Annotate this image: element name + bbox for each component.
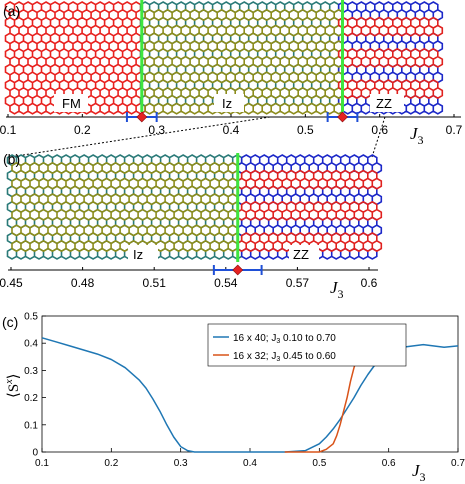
panel-b-lattice-bonds-0 <box>6 154 243 260</box>
panel-a-tick-label-0: 0.1 <box>0 123 17 137</box>
panel-b-tick-label-2: 0.51 <box>143 276 167 290</box>
panel-b-axis-label-sub: 3 <box>338 287 344 301</box>
panel-b-zz-label-bg <box>289 245 319 263</box>
chart-ylabel: ⟨Sx⟩ <box>4 373 22 398</box>
panel-b-lattice <box>6 154 383 260</box>
chart-ylabel-main: ⟨S <box>6 384 22 398</box>
chart-xtick-label-3: 0.4 <box>243 458 257 469</box>
legend-label-series-1-rest: 0.10 to 0.70 <box>280 333 336 344</box>
panel-a-iz-label: Iz <box>222 96 232 111</box>
chart-ytick-label-0: 0 <box>32 448 38 459</box>
panel-a-tick-label-4: 0.5 <box>297 123 314 137</box>
panel-b-tick-label-0: 0.45 <box>0 276 23 290</box>
panel-a-lattice-bonds-3 <box>144 8 344 115</box>
chart-ylabel-end: ⟩ <box>6 373 22 379</box>
panel-a-label: (a) <box>3 3 20 19</box>
legend-label-series-1-main: 16 x 40; J <box>233 333 276 344</box>
panel-a-tick-label-2: 0.3 <box>148 123 165 137</box>
legend-label-series-2-sub: 3 <box>276 356 280 363</box>
legend-label-series-2-rest: 0.45 to 0.60 <box>280 351 336 362</box>
panel-a-tick-label-1: 0.2 <box>74 123 91 137</box>
panel-b-label: (b) <box>3 151 20 167</box>
panel-b-axis-label-main: J <box>330 278 339 297</box>
chart-xtick-label-0: 0.1 <box>35 458 49 469</box>
legend-label-series-2-main: 16 x 32; J <box>233 351 276 362</box>
panel-b-axis-label: J3 <box>330 278 344 301</box>
chart-xtick-label-6: 0.7 <box>451 458 465 469</box>
chart-xtick-label-4: 0.5 <box>312 458 326 469</box>
panel-b: (b) Iz ZZ 0.45 0.48 0.51 0.54 0.57 0.6 J3 <box>0 151 383 301</box>
panel-a-tick-label-6: 0.7 <box>446 123 463 137</box>
panel-a-tick-label-3: 0.4 <box>223 123 240 137</box>
chart-ytick-label-2: 0.2 <box>24 393 38 404</box>
chart-xlabel-main: J <box>412 461 421 480</box>
panel-b-iz-label-bg <box>128 245 158 263</box>
panel-a-zz-label-bg <box>370 94 404 112</box>
panel-a-transition-marker-0 <box>136 111 148 123</box>
chart-xtick-label-5: 0.6 <box>382 458 396 469</box>
panel-a: (a) FM Iz ZZ 0.1 0.2 0.3 0.4 0.5 0.6 0.7 J3 <box>0 0 463 147</box>
panel-a-axis-label: J3 <box>410 124 424 147</box>
chart-ytick-label-4: 0.4 <box>24 339 38 350</box>
chart-xtick-label-1: 0.2 <box>104 458 118 469</box>
panel-b-tick-label-5: 0.6 <box>361 276 378 290</box>
panel-b-iz-label: Iz <box>133 247 143 262</box>
panel-a-ticks: 0.1 0.2 0.3 0.4 0.5 0.6 0.7 <box>0 114 463 137</box>
panel-b-transition-marks <box>212 264 263 276</box>
chart-ytick-label-5: 0.5 <box>24 312 38 323</box>
panel-a-iz-label-bg <box>214 94 244 112</box>
chart-ticks: 0.1 0.2 0.3 0.4 0.5 0.6 0.700.10.20.30.40.5 <box>24 312 465 470</box>
panel-b-tick-label-1: 0.48 <box>71 276 95 290</box>
chart-xlabel: J3 <box>412 461 426 484</box>
panel-a-zz-label: ZZ <box>376 96 392 111</box>
panel-a-tick-label-5: 0.6 <box>371 123 388 137</box>
chart-xtick-label-2: 0.3 <box>174 458 188 469</box>
panel-a-transition-marker-1 <box>337 111 348 123</box>
panel-b-tick-label-4: 0.57 <box>286 276 310 290</box>
panel-a-lattice-bonds-1 <box>139 1 340 107</box>
panel-a-axis-label-sub: 3 <box>418 133 424 147</box>
panel-b-lattice-bonds-3 <box>236 169 383 253</box>
panel-a-axis-label-main: J <box>410 124 419 143</box>
chart-ylabel-sup: x <box>4 379 15 385</box>
panel-a-transition-marks <box>125 111 359 123</box>
panel-b-lattice-bonds-2 <box>11 161 238 253</box>
legend-label-series-2: 16 x 32; J3 0.45 to 0.60 <box>233 351 336 363</box>
panel-c: (c) 0.1 0.2 0.3 0.4 0.5 0.6 0.700.10.20.30.40.… <box>2 312 465 484</box>
panel-a-lattice-bonds-4 <box>337 16 444 100</box>
panel-b-tick-label-3: 0.54 <box>214 276 238 290</box>
panel-a-fm-label-bg <box>54 94 88 112</box>
chart-ytick-label-1: 0.1 <box>24 420 38 431</box>
legend-box <box>207 323 407 367</box>
panel-c-label: (c) <box>2 314 18 330</box>
chart-series-line-1 <box>41 337 459 453</box>
panel-b-ticks: 0.45 0.48 0.51 0.54 0.57 0.6 <box>0 267 378 290</box>
chart-xlabel-sub: 3 <box>420 470 426 484</box>
legend-label-series-1: 16 x 40; J3 0.10 to 0.70 <box>233 333 336 345</box>
legend-label-series-1-sub: 3 <box>276 338 280 345</box>
panel-a-lattice <box>4 1 444 115</box>
panel-b-zz-label: ZZ <box>293 247 309 262</box>
zoom-line-right <box>371 116 386 158</box>
panel-a-fm-label: FM <box>62 96 81 111</box>
panel-b-transition-marker-0 <box>232 264 244 276</box>
chart-ytick-label-3: 0.3 <box>24 366 38 377</box>
chart-legend: 16 x 40; J3 0.10 to 0.70 16 x 32; J3 0.4… <box>207 323 407 367</box>
